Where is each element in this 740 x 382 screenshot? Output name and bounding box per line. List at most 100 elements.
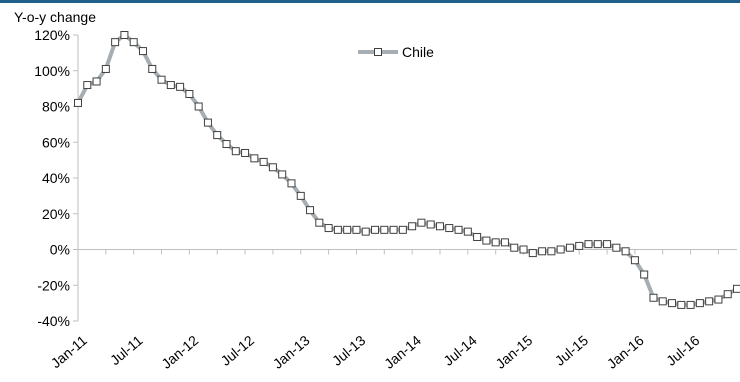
y-tick-label: 0%	[50, 242, 70, 258]
data-point	[427, 221, 434, 228]
x-tick-label: Jul-13	[329, 332, 369, 369]
data-point	[288, 180, 295, 187]
legend-marker	[375, 49, 382, 56]
data-point	[372, 226, 379, 233]
data-point	[130, 39, 137, 46]
data-point	[715, 296, 722, 303]
x-tick-label: Jan-14	[381, 332, 424, 372]
data-point	[659, 298, 666, 305]
data-point	[390, 226, 397, 233]
data-point	[650, 294, 657, 301]
y-tick-label: 60%	[42, 134, 70, 150]
top-rule	[0, 0, 740, 3]
data-point	[455, 226, 462, 233]
data-point	[297, 192, 304, 199]
y-tick-label: 120%	[34, 27, 70, 43]
data-point	[214, 132, 221, 139]
data-point	[418, 219, 425, 226]
data-point	[464, 228, 471, 235]
data-point	[539, 248, 546, 255]
y-tick-label: -40%	[37, 313, 70, 329]
data-point	[149, 65, 156, 72]
data-point	[548, 248, 555, 255]
x-tick-label: Jan-13	[270, 332, 313, 372]
data-point	[446, 225, 453, 232]
data-point	[622, 248, 629, 255]
x-tick-label: Jan-16	[604, 332, 647, 372]
data-point	[641, 271, 648, 278]
data-point	[195, 103, 202, 110]
y-tick-label: 80%	[42, 99, 70, 115]
data-point	[520, 246, 527, 253]
data-point	[576, 242, 583, 249]
data-point	[409, 223, 416, 230]
x-tick-label: Jan-15	[492, 332, 535, 372]
legend-label-chile: Chile	[402, 44, 434, 60]
data-point	[501, 239, 508, 246]
x-tick-label: Jul-12	[217, 332, 257, 369]
data-point	[687, 301, 694, 308]
series-line	[78, 35, 737, 305]
data-point	[492, 239, 499, 246]
data-point	[631, 257, 638, 264]
y-tick-label: 40%	[42, 170, 70, 186]
data-point	[186, 90, 193, 97]
data-point	[102, 65, 109, 72]
data-point	[669, 300, 676, 307]
data-point	[84, 82, 91, 89]
data-point	[706, 298, 713, 305]
data-point	[204, 119, 211, 126]
data-point	[613, 244, 620, 251]
data-point	[585, 241, 592, 248]
x-tick-label: Jul-11	[107, 332, 146, 368]
data-point	[158, 76, 165, 83]
data-point	[260, 158, 267, 165]
data-point	[269, 164, 276, 171]
data-point	[678, 301, 685, 308]
y-axis-title: Y-o-y change	[14, 9, 96, 25]
data-point	[724, 291, 731, 298]
data-point	[353, 226, 360, 233]
data-point	[139, 48, 146, 55]
data-point	[75, 99, 82, 106]
x-tick-label: Jul-14	[440, 332, 480, 369]
data-point	[334, 226, 341, 233]
data-point	[483, 237, 490, 244]
data-point	[177, 83, 184, 90]
data-point	[557, 246, 564, 253]
data-point	[251, 155, 258, 162]
data-point	[344, 226, 351, 233]
data-point	[316, 219, 323, 226]
data-point	[93, 78, 100, 85]
data-point	[529, 250, 536, 257]
data-point	[167, 82, 174, 89]
x-tick-label: Jan-12	[158, 332, 201, 372]
data-point	[604, 241, 611, 248]
y-tick-label: 20%	[42, 206, 70, 222]
legend: Chile	[358, 44, 434, 60]
data-point	[112, 39, 119, 46]
y-tick-label: -20%	[37, 277, 70, 293]
x-tick-label: Jul-15	[552, 332, 592, 369]
data-point	[307, 207, 314, 214]
data-point	[279, 171, 286, 178]
y-tick-label: 100%	[34, 63, 70, 79]
data-point	[381, 226, 388, 233]
data-point	[511, 244, 518, 251]
x-tick-label: Jul-16	[663, 332, 703, 369]
data-point	[436, 223, 443, 230]
data-point	[594, 241, 601, 248]
data-point	[121, 32, 128, 39]
data-point	[232, 148, 239, 155]
data-point	[362, 228, 369, 235]
data-point	[696, 300, 703, 307]
series-chile	[75, 32, 740, 309]
data-point	[566, 244, 573, 251]
data-point	[474, 233, 481, 240]
data-point	[734, 285, 740, 292]
y-axis: 120% 100% 80% 60% 40% 20% 0% -20% -40%	[34, 27, 78, 329]
data-point	[223, 141, 230, 148]
